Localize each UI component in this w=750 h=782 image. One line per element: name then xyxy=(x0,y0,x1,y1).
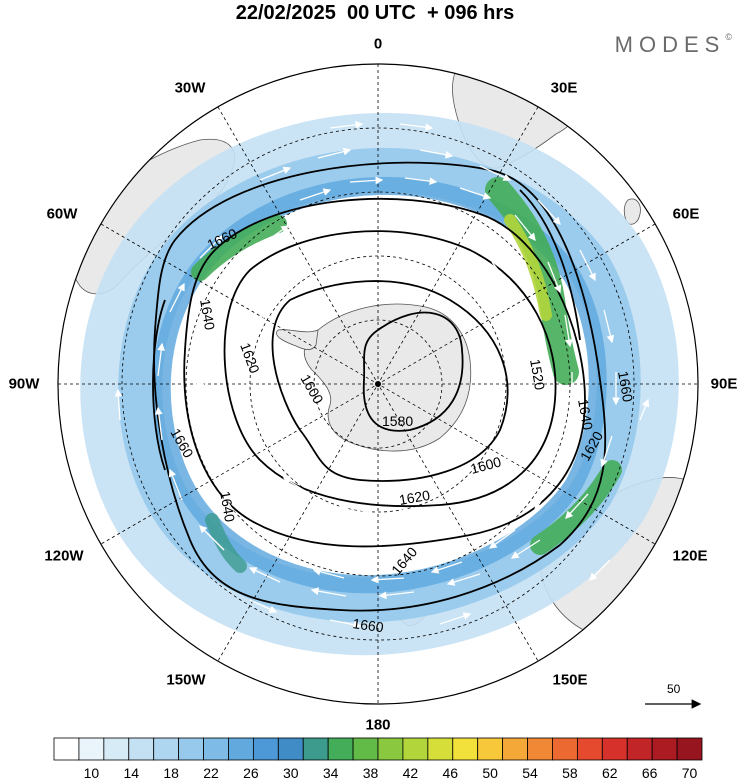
lon-label-30e: 30E xyxy=(550,79,578,97)
antarctic-peninsula xyxy=(276,329,319,351)
south-pole-marker xyxy=(375,381,381,387)
lon-label-60w: 60W xyxy=(46,205,78,223)
contour-label: 1580 xyxy=(382,413,413,429)
contour-label: 1640 xyxy=(575,398,596,432)
lon-label-150e: 150E xyxy=(552,671,588,689)
contour-1580 xyxy=(362,311,464,432)
brand-logo: MODES© xyxy=(615,32,732,58)
wind-vectors xyxy=(114,120,650,629)
map-boundary xyxy=(57,63,699,705)
lon-label-120e: 120E xyxy=(672,547,708,565)
colorbar-tick-label: 14 xyxy=(123,765,140,781)
contour-label: 1620 xyxy=(398,487,432,508)
contour-label: 1660 xyxy=(352,615,385,635)
brand-mark: © xyxy=(725,32,732,42)
jet-core-south-atlantic xyxy=(485,177,579,385)
antarctica xyxy=(304,303,472,452)
contour-label: 1660 xyxy=(615,370,636,404)
reference-vector-label: 50 xyxy=(667,682,681,696)
colorbar-tick-label: 62 xyxy=(601,765,618,781)
colorbar-tick-label: 38 xyxy=(362,765,379,781)
jet-core-drake xyxy=(191,215,287,281)
jet-core-indian xyxy=(530,460,622,555)
contour-label: 1600 xyxy=(469,453,503,477)
lon-label-0: 0 xyxy=(373,35,383,53)
colorbar-tick-label: 22 xyxy=(203,765,219,781)
brand-name: MODES xyxy=(614,32,726,57)
contour-label: 1640 xyxy=(197,298,218,332)
colorbar-tick-label: 10 xyxy=(83,765,100,781)
colorbar-tick-label: 26 xyxy=(243,765,259,781)
lon-label-90w: 90W xyxy=(8,375,40,393)
colorbar-tick-label: 42 xyxy=(402,765,419,781)
contour-label: 1620 xyxy=(237,341,263,376)
madagascar xyxy=(623,198,641,225)
lon-label-90e: 90E xyxy=(710,375,738,393)
contour-1620 xyxy=(223,230,557,508)
colorbar-tick-label: 34 xyxy=(322,765,339,781)
colorbar-tick-label: 58 xyxy=(562,765,578,781)
colorbar-tick-label: 18 xyxy=(163,765,179,781)
colorbar-tick-label: 50 xyxy=(482,765,498,781)
contour-label: 1640 xyxy=(217,490,238,524)
chart-title: 22/02/2025 00 UTC + 096 hrs xyxy=(235,2,515,24)
lon-label-180: 180 xyxy=(365,716,391,734)
colorbar-tick-label: 46 xyxy=(442,765,459,781)
colorbar-tick-label: 66 xyxy=(641,765,658,781)
lon-label-120w: 120W xyxy=(44,547,84,565)
colorbar-tick-label: 70 xyxy=(681,765,698,781)
contour-1640 xyxy=(183,197,586,548)
lon-label-30w: 30W xyxy=(174,79,206,97)
lon-label-150w: 150W xyxy=(166,671,206,689)
contour-1600 xyxy=(271,280,509,482)
lon-label-60e: 60E xyxy=(672,205,700,223)
colorbar-tick-label: 54 xyxy=(522,765,538,781)
colorbar-tick-label: 30 xyxy=(282,765,299,781)
contour-label: 1520 xyxy=(527,358,548,392)
